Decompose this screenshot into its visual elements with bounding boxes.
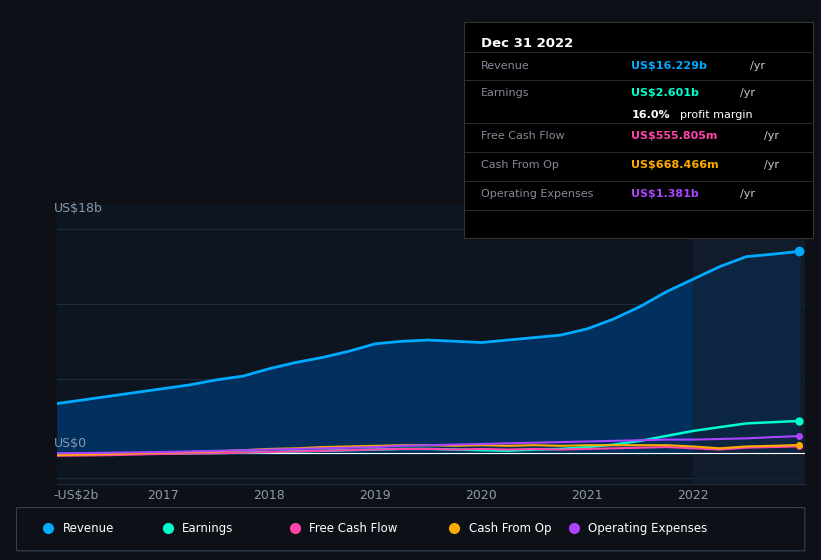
Text: Operating Expenses: Operating Expenses [588, 522, 708, 535]
Text: US$0: US$0 [53, 437, 87, 450]
Text: Cash From Op: Cash From Op [481, 160, 559, 170]
Text: US$555.805m: US$555.805m [631, 131, 718, 141]
Text: Revenue: Revenue [481, 61, 530, 71]
Text: /yr: /yr [764, 131, 779, 141]
Text: US$1.381b: US$1.381b [631, 189, 699, 199]
Text: /yr: /yr [750, 61, 765, 71]
Text: profit margin: profit margin [680, 110, 753, 120]
Text: -US$2b: -US$2b [53, 489, 99, 502]
Text: /yr: /yr [764, 160, 779, 170]
Text: Revenue: Revenue [62, 522, 114, 535]
Text: US$668.466m: US$668.466m [631, 160, 719, 170]
Text: US$18b: US$18b [53, 202, 103, 215]
Text: Dec 31 2022: Dec 31 2022 [481, 38, 574, 50]
Text: /yr: /yr [740, 88, 754, 98]
Text: Earnings: Earnings [481, 88, 530, 98]
Text: Free Cash Flow: Free Cash Flow [310, 522, 398, 535]
Bar [693, 204, 810, 484]
Text: US$16.229b: US$16.229b [631, 61, 707, 71]
Text: 16.0%: 16.0% [631, 110, 670, 120]
Text: Earnings: Earnings [182, 522, 233, 535]
Text: US$2.601b: US$2.601b [631, 88, 699, 98]
Text: Cash From Op: Cash From Op [469, 522, 551, 535]
Text: Operating Expenses: Operating Expenses [481, 189, 594, 199]
Text: /yr: /yr [740, 189, 754, 199]
Text: Free Cash Flow: Free Cash Flow [481, 131, 565, 141]
